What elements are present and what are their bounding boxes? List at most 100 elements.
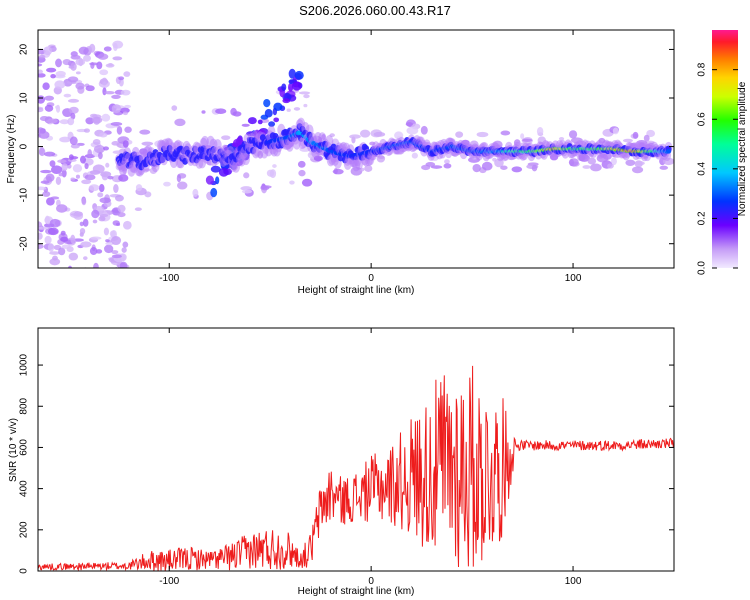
- heatmap-noise-blob: [38, 186, 47, 191]
- heatmap-noise-blob: [84, 174, 96, 181]
- heatmap-noise-blob: [110, 122, 123, 126]
- heatmap-noise-blob: [111, 104, 122, 114]
- heatmap-y-ticks: -20 -10 0 10 20: [19, 43, 674, 251]
- heatmap-noise-blob: [70, 234, 76, 244]
- heatmap-noise-blob: [55, 275, 67, 278]
- heatmap-noise-blob: [103, 46, 112, 52]
- heatmap-branch-blob: [264, 108, 273, 118]
- heatmap-noise-blob: [269, 169, 277, 179]
- heatmap-ridge-halo: [200, 135, 209, 148]
- heatmap-noise-blob: [67, 76, 79, 83]
- heatmap-noise-blob: [62, 58, 72, 66]
- heatmap-noise-blob: [443, 163, 452, 169]
- heatmap-noise-blob: [332, 168, 344, 175]
- heatmap-noise-blob: [124, 126, 132, 133]
- colorbar-tick-label: 0.4: [697, 161, 708, 175]
- heatmap-noise-blob: [44, 235, 52, 245]
- heatmap-noise-blob: [93, 145, 106, 154]
- heatmap-noise-blob: [177, 181, 188, 190]
- heatmap-noise-blob: [500, 165, 508, 170]
- heatmap-noise-blob: [93, 262, 99, 268]
- heatmap-noise-blob: [40, 169, 52, 174]
- heatmap-noise-blob: [45, 173, 55, 182]
- heatmap-noise-blob: [111, 236, 122, 246]
- heatmap-noise-blob: [82, 218, 89, 227]
- heatmap-branch-blob: [273, 102, 283, 111]
- heatmap-noise-blob: [141, 141, 154, 146]
- heatmap-noise-blob: [49, 160, 56, 168]
- heatmap-noise-blob: [241, 123, 250, 127]
- heatmap-noise-blob: [75, 82, 85, 90]
- heatmap-noise-blob: [112, 56, 123, 61]
- heatmap-noise-blob: [124, 104, 132, 109]
- heatmap-noise-blob: [230, 107, 237, 116]
- heatmap-ridge-peak: [665, 149, 672, 154]
- heatmap-noise-blob: [85, 85, 95, 92]
- heatmap-noise-blob: [63, 93, 72, 98]
- heatmap-noise-blob: [70, 62, 77, 71]
- heatmap-noise-blob: [69, 136, 78, 146]
- heatmap-noise-blob: [70, 212, 83, 216]
- heatmap-noise-blob: [99, 132, 108, 138]
- heatmap-noise-blob: [139, 129, 151, 135]
- colorbar-ticks: 0.0 0.2 0.4 0.6 0.8: [697, 62, 738, 275]
- heatmap-noise-blob: [60, 236, 69, 242]
- heatmap-noise-blob: [476, 131, 489, 138]
- heatmap-y-tick-label: 10: [19, 92, 30, 104]
- heatmap-noise-blob: [61, 244, 71, 249]
- heatmap-branch-blob: [268, 121, 276, 127]
- heatmap-x-tick-label: 100: [565, 273, 582, 284]
- heatmap-branch-blob: [294, 70, 304, 80]
- heatmap-noise-blob: [241, 189, 253, 194]
- heatmap-noise-blob: [38, 63, 43, 67]
- heatmap-noise-blob: [632, 131, 639, 139]
- heatmap-noise-blob: [117, 204, 126, 213]
- heatmap-noise-blob: [85, 117, 94, 125]
- heatmap-noise-blob: [40, 180, 50, 184]
- heatmap-noise-blob: [134, 207, 142, 211]
- heatmap-noise-blob: [89, 247, 98, 255]
- heatmap-noise-blob: [582, 165, 591, 169]
- heatmap-noise-blob: [99, 214, 109, 218]
- heatmap-noise-blob: [98, 184, 105, 193]
- heatmap-noise-blob: [118, 174, 129, 182]
- heatmap-x-label: Height of straight line (km): [298, 285, 415, 296]
- heatmap-noise-blob: [55, 105, 60, 109]
- colorbar-tick-label: 0.0: [697, 261, 708, 275]
- heatmap-noise-blob: [111, 141, 120, 146]
- snr-x-label: Height of straight line (km): [298, 586, 415, 597]
- heatmap-noise-blob: [39, 116, 49, 122]
- heatmap-noise-blob: [215, 108, 227, 114]
- heatmap-noise-blob: [104, 91, 115, 95]
- heatmap-noise-blob: [83, 54, 91, 62]
- heatmap-noise-blob: [87, 149, 93, 158]
- heatmap-noise-blob: [49, 251, 60, 255]
- heatmap-noise-blob: [105, 162, 110, 168]
- heatmap-noise-blob: [75, 58, 86, 66]
- snr-x-tick-label: -100: [159, 576, 179, 587]
- heatmap-noise-blob: [46, 67, 57, 73]
- heatmap-noise-blob: [511, 166, 523, 173]
- heatmap-noise-blob: [84, 162, 89, 170]
- heatmap-noise-blob: [89, 62, 99, 66]
- heatmap-noise-blob: [67, 117, 75, 126]
- heatmap-noise-blob: [587, 157, 597, 165]
- heatmap-noise-blob: [53, 74, 66, 79]
- heatmap-blobs: [38, 40, 674, 278]
- heatmap-noise-blob: [55, 58, 62, 68]
- heatmap-noise-blob: [39, 269, 45, 275]
- heatmap-noise-blob: [58, 247, 66, 256]
- heatmap-noise-blob: [612, 127, 619, 135]
- heatmap-branch-blob: [288, 82, 294, 92]
- heatmap-noise-blob: [56, 204, 68, 213]
- heatmap-x-ticks: -100 0 100: [159, 30, 582, 284]
- heatmap-noise-blob: [659, 165, 669, 170]
- heatmap-noise-blob: [101, 77, 108, 86]
- heatmap-noise-blob: [44, 104, 54, 112]
- snr-y-tick-label: 600: [19, 439, 30, 456]
- heatmap-noise-blob: [78, 272, 87, 278]
- heatmap-noise-blob: [289, 180, 295, 185]
- heatmap-noise-blob: [104, 244, 114, 254]
- heatmap-noise-blob: [522, 138, 533, 142]
- heatmap-noise-blob: [42, 82, 50, 91]
